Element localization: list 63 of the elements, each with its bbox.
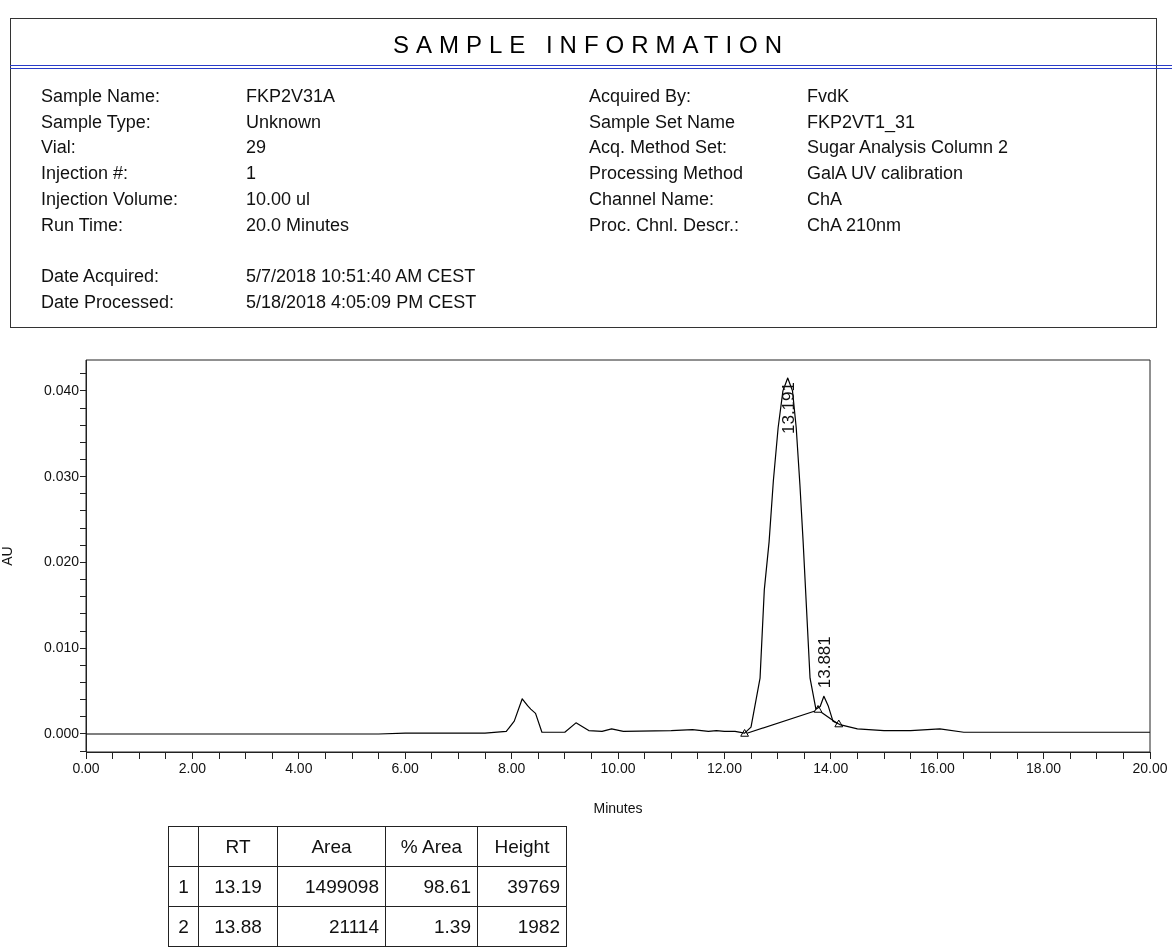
x-tick-label: 6.00 — [391, 760, 420, 777]
text: Acq. Method Set: — [589, 137, 728, 158]
x-tick-label: 18.00 — [1026, 760, 1062, 777]
y-tick-label: 0.020 — [43, 553, 80, 570]
text: 1982 — [517, 915, 560, 937]
text: FvdK — [807, 86, 850, 106]
text: 1.39 — [434, 915, 471, 937]
x-tick-label: 14.00 — [813, 760, 849, 777]
x-tick-label: 10.00 — [600, 760, 636, 777]
text: Processing Method — [589, 163, 744, 184]
y-tick-label: 0.000 — [43, 724, 80, 741]
text: 1 — [178, 875, 189, 897]
text: Sugar Analysis Column 2 — [807, 137, 1009, 158]
text: 2 — [178, 915, 189, 937]
text: Sample Type: — [41, 111, 151, 132]
text: FKP2V31A — [246, 86, 336, 106]
x-axis-title: Minutes — [593, 800, 643, 817]
y-tick-label: 0.040 — [43, 381, 80, 398]
text: SAMPLE INFORMATION — [10, 31, 1172, 69]
text: Run Time: — [41, 214, 124, 235]
text: 13.88 — [214, 915, 262, 937]
text: 98.61 — [423, 875, 471, 897]
category-label: Area — [277, 826, 386, 867]
text: 5/18/2018 4:05:09 PM CEST — [246, 291, 477, 312]
x-tick-label: 12.00 — [706, 760, 743, 777]
text: 39769 — [507, 875, 560, 897]
text: Unknown — [246, 111, 322, 132]
x-tick-label: 0.00 — [72, 760, 100, 777]
text: ChA — [807, 188, 843, 209]
y-tick-label: 0.010 — [43, 639, 80, 656]
category-label: % Area — [385, 826, 478, 867]
x-tick-label: 4.00 — [285, 760, 313, 777]
y-axis-title: AU — [0, 546, 16, 566]
text: Vial: — [41, 137, 76, 158]
text: 20.0 Minutes — [246, 214, 350, 235]
text: Acquired By: — [589, 86, 692, 106]
text: 10.00 ul — [246, 188, 311, 209]
text: 5/7/2018 10:51:40 AM CEST — [246, 265, 476, 286]
text: Injection #: — [41, 163, 129, 184]
text: FKP2VT1_31 — [807, 111, 916, 132]
x-tick-label: 16.00 — [919, 760, 955, 777]
x-tick-label: 20.00 — [1132, 760, 1168, 777]
category-label: Height — [477, 826, 567, 867]
text: Proc. Chnl. Descr.: — [589, 214, 740, 235]
x-tick-label: 8.00 — [497, 760, 526, 777]
text: Sample Set Name — [589, 111, 736, 132]
text: GalA UV calibration — [807, 163, 964, 184]
text: 29 — [246, 137, 267, 158]
y-tick-label: 0.030 — [43, 467, 80, 484]
annotation: 13.191 — [778, 382, 798, 435]
category-label: RT — [198, 826, 278, 867]
text: ChA 210nm — [807, 214, 902, 235]
text: Channel Name: — [589, 188, 715, 209]
text: 21114 — [328, 915, 379, 937]
text: 13.19 — [214, 875, 262, 897]
text: Date Processed: — [41, 291, 175, 312]
text: 1499098 — [305, 875, 379, 897]
text: Injection Volume: — [41, 188, 179, 209]
text: Sample Name: — [41, 86, 161, 106]
text: Date Acquired: — [41, 265, 160, 286]
x-tick-label: 2.00 — [178, 760, 207, 777]
text: 1 — [246, 163, 257, 184]
annotation: 13.881 — [815, 636, 835, 689]
